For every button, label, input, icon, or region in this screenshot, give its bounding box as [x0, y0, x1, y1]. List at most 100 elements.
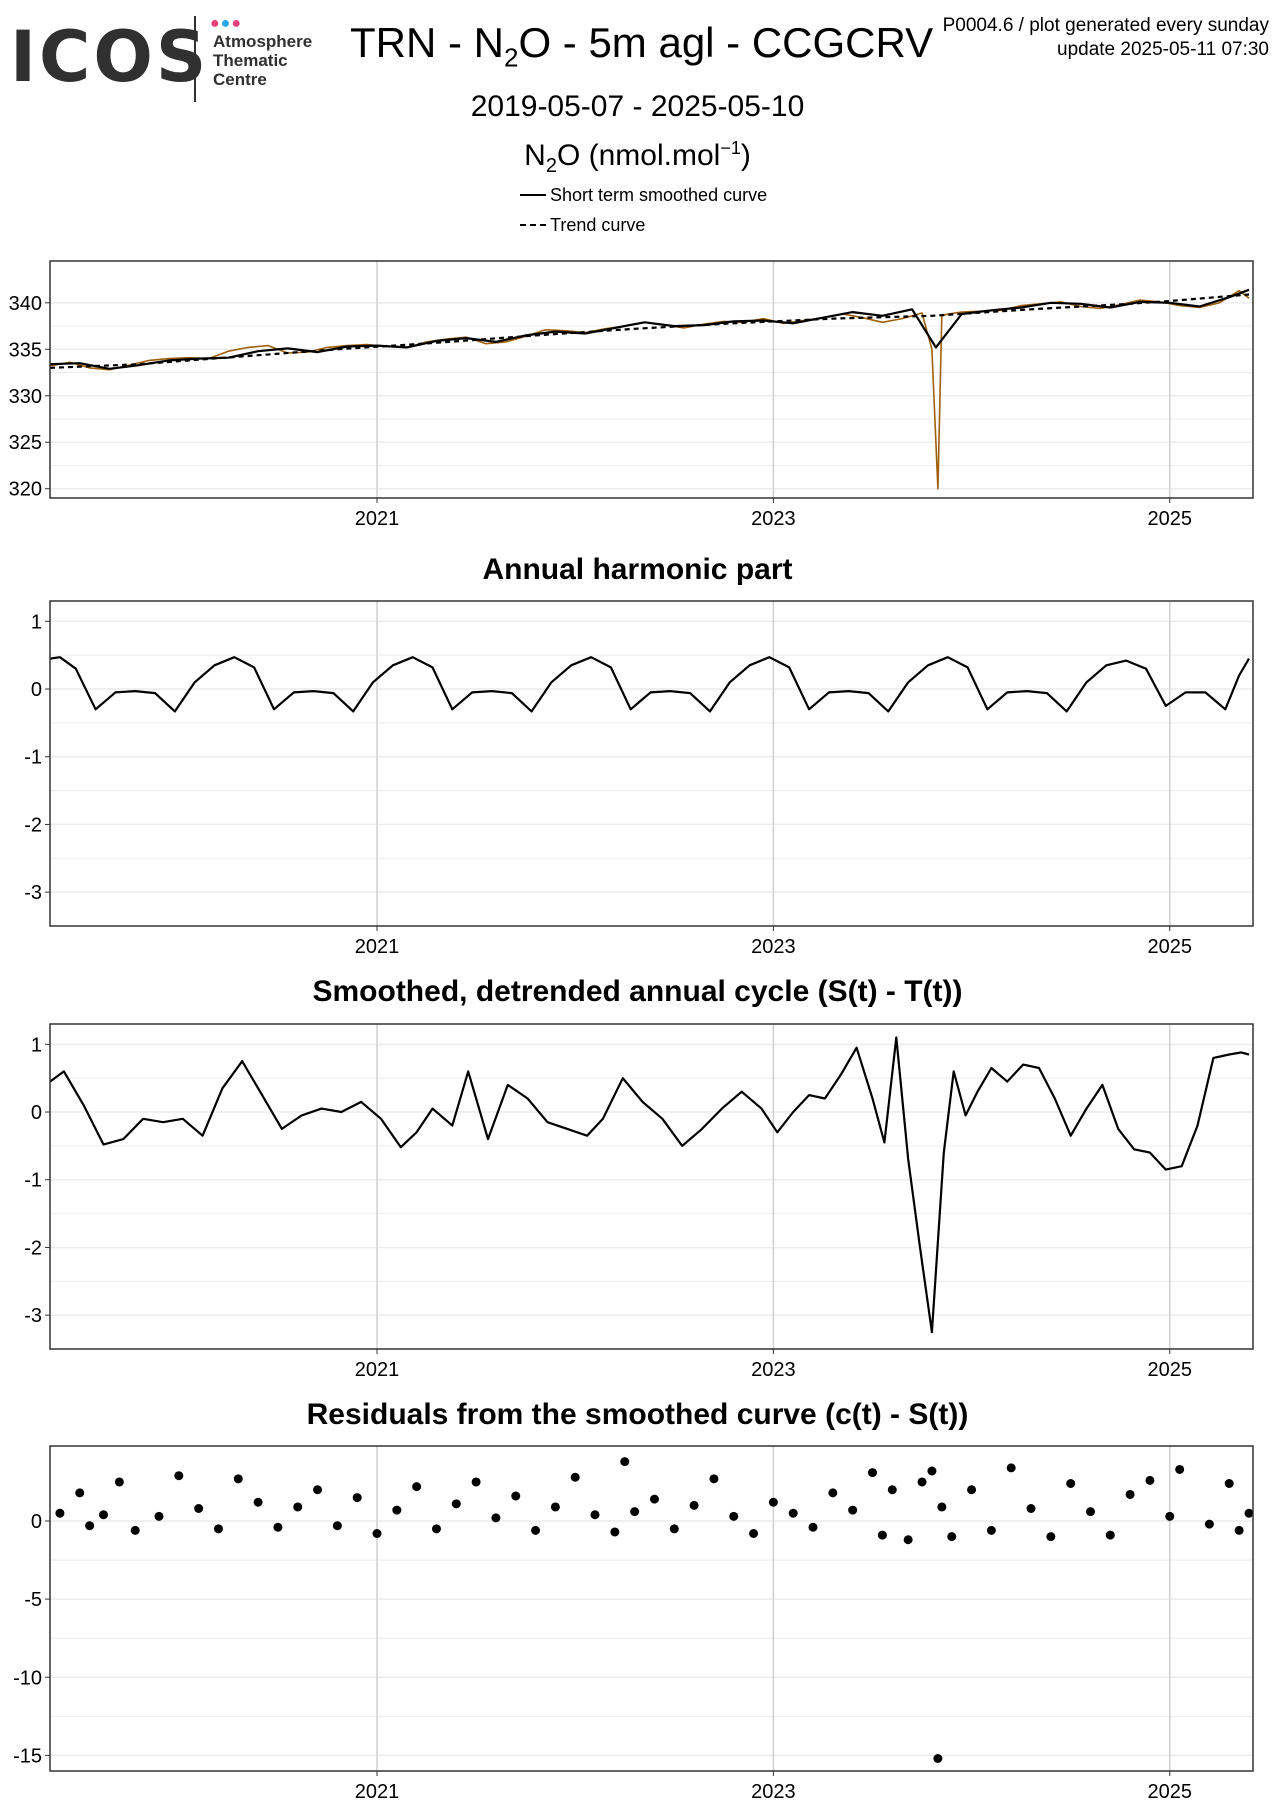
- residual-point: [630, 1507, 640, 1517]
- x-tick-label: 2021: [355, 1781, 400, 1800]
- logo-subtitle-line: Atmosphere: [213, 32, 313, 51]
- y-tick-label: -2: [24, 814, 42, 836]
- residuals-chart-title: Residuals from the smoothed curve (c(t) …: [306, 1398, 969, 1431]
- residual-point: [85, 1521, 95, 1531]
- residual-point: [590, 1510, 600, 1520]
- y-tick-label: -3: [24, 882, 42, 904]
- residual-point: [788, 1508, 798, 1518]
- concentration-chart: 320 325 330 335 340 2021 2023 2025: [9, 260, 1254, 530]
- residual-point: [1006, 1463, 1016, 1473]
- residual-point: [1204, 1519, 1214, 1529]
- residual-point: [332, 1521, 342, 1531]
- residual-point: [570, 1472, 580, 1482]
- residual-point: [1234, 1525, 1244, 1535]
- harmonic-chart-title: Annual harmonic part: [482, 553, 793, 586]
- y-tick-label: 340: [9, 293, 42, 315]
- logo-divider: [194, 16, 196, 102]
- y-tick-label: 330: [9, 386, 42, 408]
- legend-label: Short term smoothed curve: [550, 184, 768, 205]
- x-tick-label: 2021: [355, 508, 400, 530]
- generation-note: P0004.6 / plot generated every sunday: [942, 15, 1269, 36]
- y-tick-label: -15: [13, 1745, 42, 1767]
- residual-point: [937, 1502, 947, 1512]
- residual-point: [114, 1477, 124, 1487]
- x-tick-label: 2021: [355, 936, 400, 958]
- y-tick-label: 335: [9, 339, 42, 361]
- residual-point: [550, 1502, 560, 1512]
- residual-point: [213, 1524, 223, 1534]
- y-tick-label: 0: [31, 1102, 42, 1124]
- harmonic-chart: -3 -2 -1 0 1 2021 2023 2025: [24, 600, 1254, 958]
- residual-point: [273, 1522, 283, 1532]
- residual-point: [947, 1532, 957, 1542]
- x-tick-label: 2025: [1148, 1781, 1193, 1800]
- icos-logo: ICOS ●●● Atmosphere Thematic Centre: [10, 14, 320, 104]
- y-tick-label: 0: [31, 1511, 42, 1533]
- residual-point: [392, 1505, 402, 1515]
- smoothed-curve: [49, 288, 1250, 370]
- residual-point: [848, 1505, 858, 1515]
- x-tick-label: 2025: [1148, 936, 1193, 958]
- residual-point: [511, 1491, 521, 1501]
- y-tick-label: 0: [31, 679, 42, 701]
- y-tick-label: -1: [24, 747, 42, 769]
- residual-point: [749, 1529, 759, 1538]
- residual-point: [1026, 1504, 1036, 1513]
- y-tick-label: 1: [31, 1034, 42, 1056]
- legend: Short term smoothed curve Trend curve: [520, 180, 767, 240]
- residual-point: [1066, 1479, 1076, 1488]
- residual-point: [1125, 1489, 1135, 1499]
- residual-point: [877, 1530, 887, 1540]
- residual-point: [233, 1474, 243, 1484]
- residual-point: [471, 1477, 481, 1487]
- residuals-chart: -15 -10 -5 0 2021 2023 2025: [13, 1445, 1254, 1800]
- solid-line-icon: [520, 194, 546, 196]
- plot-frame: [49, 1023, 1254, 1350]
- x-tick-label: 2025: [1148, 1359, 1193, 1381]
- plot-frame: [49, 260, 1254, 499]
- detrended-chart: -3 -2 -1 0 1 2021 2023 2025: [24, 1023, 1254, 1381]
- residual-point: [967, 1485, 977, 1495]
- logo-dots-icon: ●●●: [210, 15, 243, 32]
- y-tick-label: -3: [24, 1305, 42, 1327]
- legend-entry-smoothed: Short term smoothed curve: [520, 180, 767, 210]
- residual-point: [867, 1468, 877, 1478]
- smoothed-curve: [49, 1036, 1250, 1334]
- residual-point: [1244, 1508, 1254, 1518]
- y-tick-label: 1: [31, 611, 42, 633]
- residual-point: [293, 1502, 303, 1512]
- residual-point: [887, 1485, 897, 1495]
- residual-point: [99, 1510, 109, 1520]
- trend-curve: [49, 293, 1250, 369]
- legend-entry-trend: Trend curve: [520, 210, 767, 240]
- y-tick-label: -1: [24, 1170, 42, 1192]
- logo-subtitle: Atmosphere Thematic Centre: [213, 32, 312, 89]
- update-timestamp: update 2025-05-11 07:30: [1057, 39, 1269, 60]
- page-title: TRN - N2O - 5m agl - CCGCRV: [350, 19, 934, 73]
- residual-point: [352, 1493, 362, 1503]
- y-axis-unit-label: N2O (nmol.mol−1): [524, 138, 751, 177]
- date-range: 2019-05-07 - 2025-05-10: [470, 90, 805, 123]
- y-tick-label: -2: [24, 1237, 42, 1259]
- residual-point: [669, 1524, 679, 1534]
- residual-point: [154, 1511, 164, 1521]
- residual-point: [130, 1525, 140, 1535]
- logo-subtitle-line: Thematic: [213, 51, 288, 70]
- residual-point: [1145, 1475, 1155, 1485]
- residual-point: [372, 1529, 382, 1538]
- residual-point: [491, 1513, 501, 1523]
- legend-label: Trend curve: [550, 214, 646, 235]
- x-tick-label: 2023: [751, 1359, 796, 1381]
- y-tick-label: -5: [24, 1589, 42, 1611]
- residual-point: [451, 1499, 461, 1509]
- observation-line: [49, 289, 1250, 490]
- residual-point: [1165, 1511, 1175, 1521]
- x-tick-label: 2025: [1148, 508, 1193, 530]
- plot-frame: [49, 600, 1254, 927]
- residual-point: [174, 1471, 184, 1481]
- residual-point: [1046, 1532, 1056, 1542]
- residual-point: [1085, 1507, 1095, 1517]
- residual-point: [194, 1504, 204, 1513]
- residual-point: [55, 1508, 65, 1518]
- residual-point: [610, 1527, 620, 1537]
